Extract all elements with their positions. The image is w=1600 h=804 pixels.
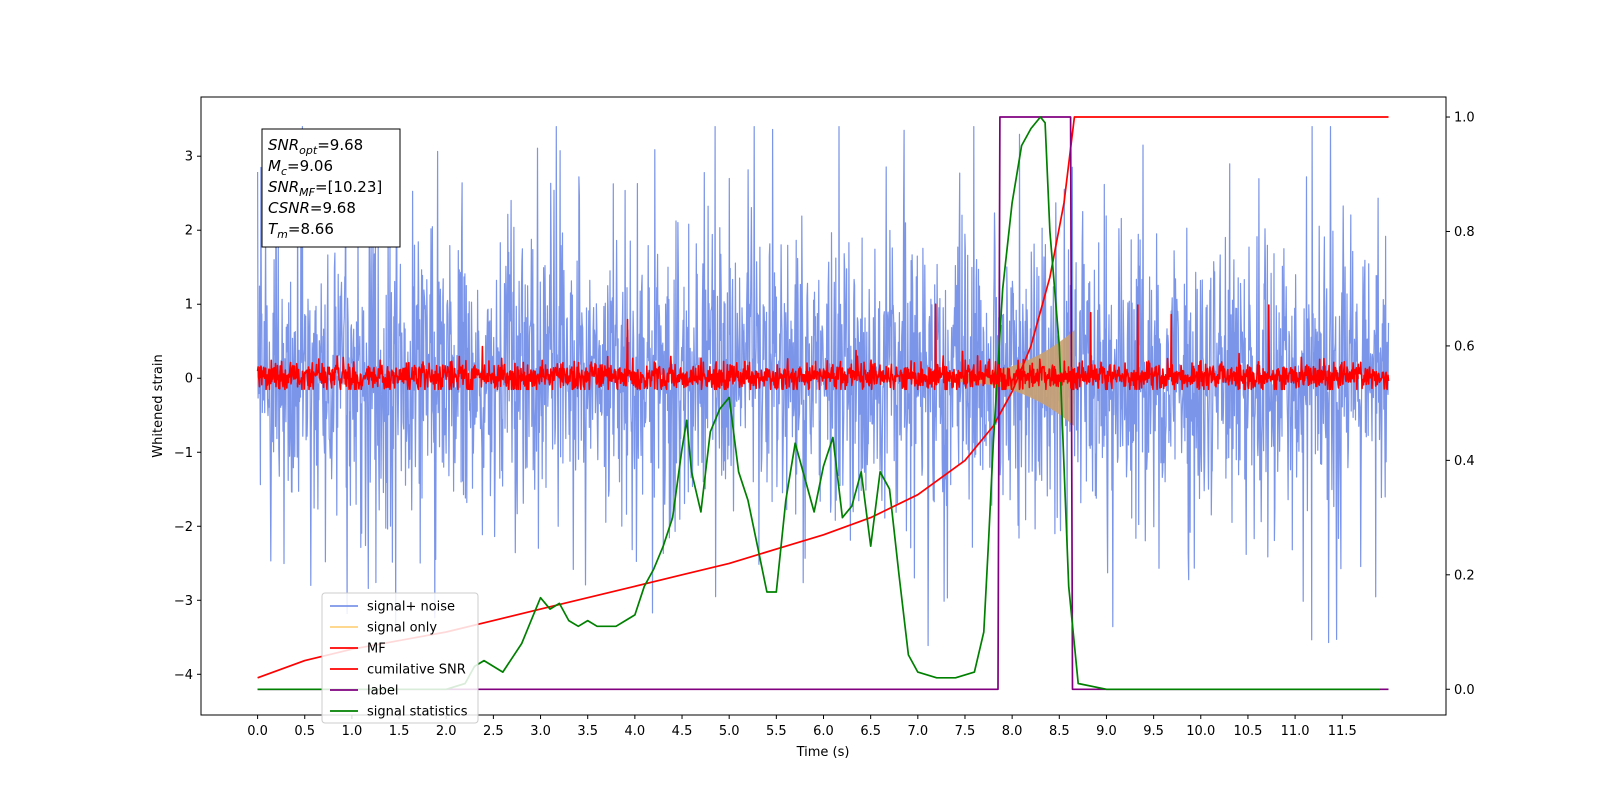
y-tick-label: 2 — [185, 224, 193, 239]
stats-line: CSNR=9.68 — [268, 199, 356, 217]
x-tick-label: 6.5 — [860, 724, 881, 739]
legend-frame — [321, 592, 479, 724]
x-tick-label: 9.0 — [1096, 724, 1117, 739]
y2-tick-label: 0.4 — [1454, 454, 1475, 469]
y-axis-label: Whitened strain — [151, 354, 166, 457]
legend-label: signal statistics — [367, 705, 468, 720]
x-tick-label: 4.5 — [672, 724, 693, 739]
legend-label: label — [367, 684, 398, 699]
y2-tick-label: 0.0 — [1454, 683, 1475, 698]
x-tick-label: 0.5 — [294, 724, 315, 739]
y-tick-label: −3 — [174, 594, 193, 609]
y2-tick-label: 0.2 — [1454, 568, 1475, 583]
x-axis: 0.0 0.5 1.0 1.5 2.0 2.5 3.0 3.5 4.0 4.5 5.0 5.5 6.0 6… — [247, 715, 1357, 739]
x-tick-label: 9.5 — [1143, 724, 1164, 739]
legend-label: cumilative SNR — [367, 663, 466, 678]
x-tick-label: 7.0 — [907, 724, 928, 739]
y-axis-left: 3 2 1 0 −1 −2 −3 −4 — [174, 150, 201, 683]
x-tick-label: 2.0 — [436, 724, 457, 739]
y-tick-label: 1 — [185, 298, 193, 313]
y-tick-label: −2 — [174, 520, 193, 535]
y2-tick-label: 0.6 — [1454, 339, 1475, 354]
y-tick-label: −4 — [174, 668, 193, 683]
x-tick-label: 11.5 — [1328, 724, 1357, 739]
series-line-signal-statistics — [257, 116, 1380, 691]
legend-label: signal+ noise — [367, 600, 455, 615]
y2-tick-label: 0.8 — [1454, 225, 1475, 240]
legend-label: signal only — [367, 621, 437, 636]
x-tick-label: 1.0 — [342, 724, 363, 739]
stats-line: SNRopt=9.68 — [268, 136, 363, 157]
y-axis-right: 1.0 0.8 0.6 0.4 0.2 0.0 — [1446, 111, 1475, 698]
series-line-mf — [256, 303, 1390, 391]
x-tick-label: 3.0 — [530, 724, 551, 739]
x-tick-label: 5.5 — [766, 724, 787, 739]
legend: signal+ noise signal only MF cumilative SNR… — [321, 592, 479, 724]
x-tick-label: 10.5 — [1233, 724, 1262, 739]
x-axis-label: Time (s) — [796, 745, 850, 760]
stats-line: Tm=8.66 — [268, 220, 334, 241]
x-tick-label: 1.5 — [389, 724, 410, 739]
stats-box: SNRopt=9.68Mc=9.06SNRMF=[10.23]CSNR=9.68… — [261, 128, 401, 248]
stats-box-frame — [261, 128, 401, 248]
stats-line: SNRMF=[10.23] — [268, 178, 382, 199]
y-tick-label: −1 — [174, 446, 193, 461]
y-tick-label: 0 — [185, 372, 193, 387]
x-tick-label: 7.5 — [955, 724, 976, 739]
y2-tick-label: 1.0 — [1454, 111, 1475, 126]
x-tick-label: 11.0 — [1281, 724, 1310, 739]
x-tick-label: 4.0 — [625, 724, 646, 739]
y-tick-label: 3 — [185, 150, 193, 165]
x-tick-label: 2.5 — [483, 724, 504, 739]
x-tick-label: 3.5 — [577, 724, 598, 739]
x-tick-label: 5.0 — [719, 724, 740, 739]
x-tick-label: 6.0 — [813, 724, 834, 739]
legend-label: MF — [367, 642, 386, 657]
x-tick-label: 0.0 — [247, 724, 268, 739]
x-tick-label: 10.0 — [1186, 724, 1215, 739]
x-tick-label: 8.5 — [1049, 724, 1070, 739]
x-tick-label: 8.0 — [1002, 724, 1023, 739]
stats-line: Mc=9.06 — [268, 157, 333, 178]
